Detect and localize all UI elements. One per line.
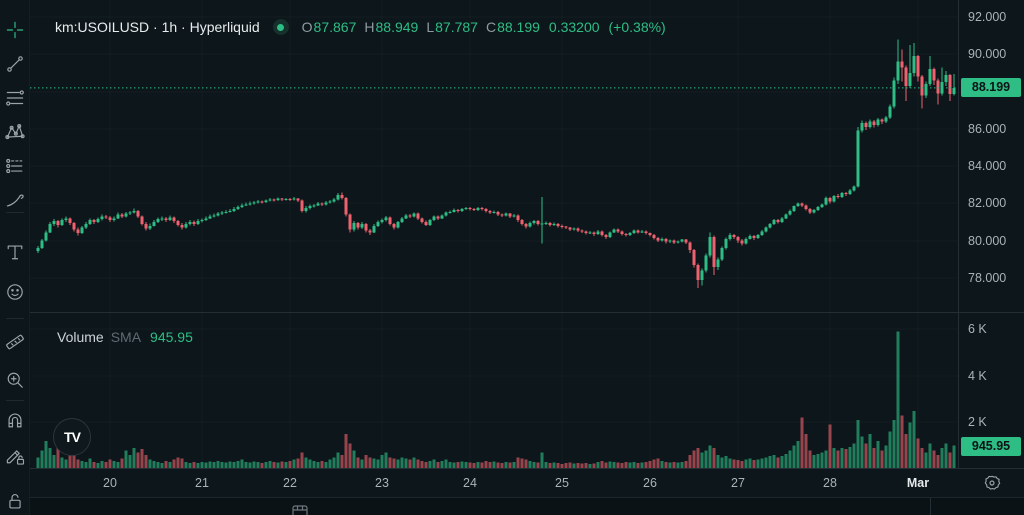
- change-value: 0.33200: [548, 19, 600, 35]
- ruler-tool-button[interactable]: [3, 330, 27, 354]
- symbol-title[interactable]: km:USOILUSD · 1h · Hyperliquid: [55, 19, 260, 35]
- ohlc-values: O87.867 H88.949 L87.787 C88.199 0.33200 …: [301, 19, 666, 35]
- lock-icon: [9, 494, 21, 509]
- time-tick-label: 26: [643, 476, 657, 490]
- text-icon: [7, 245, 23, 260]
- zoom-in-icon: [7, 372, 23, 388]
- price-tick-label: 84.000: [968, 159, 1007, 174]
- xabcd-pattern-icon: [5, 124, 25, 140]
- axis-settings-button[interactable]: [983, 474, 1001, 492]
- magnet-icon: [8, 413, 22, 428]
- volume-tick-label: 4 K: [968, 368, 987, 383]
- drawing-lock-tool-button[interactable]: [3, 444, 27, 468]
- crosshair-icon: [6, 21, 24, 39]
- emoji-tool-button[interactable]: [3, 280, 27, 304]
- price-tick-label: 90.000: [968, 47, 1007, 62]
- brush-tool-button[interactable]: [3, 188, 27, 212]
- toolbar-divider: [6, 318, 24, 319]
- chart-legend: km:USOILUSD · 1h · Hyperliquid O87.867 H…: [55, 19, 666, 35]
- lock-all-tool-button[interactable]: [3, 490, 27, 514]
- change-percent: (+0.38%): [608, 19, 666, 35]
- price-tick-label: 80.000: [968, 233, 1007, 248]
- time-tick-label: 23: [375, 476, 389, 490]
- last-volume-badge: 945.95: [961, 436, 1021, 456]
- volume-tick-label: 6 K: [968, 322, 987, 337]
- crosshair-tool-button[interactable]: [3, 18, 27, 42]
- candlestick-chart[interactable]: [30, 0, 958, 496]
- volume-tick-label: 2 K: [968, 415, 987, 430]
- last-price-badge: 88.199: [961, 77, 1021, 97]
- time-tick-label: 20: [103, 476, 117, 490]
- volume-legend: Volume SMA 945.95: [57, 329, 193, 345]
- price-tick-label: 78.000: [968, 270, 1007, 285]
- trend-line-icon: [7, 56, 23, 72]
- fib-retracement-icon: [6, 90, 24, 106]
- chart-plot-area[interactable]: km:USOILUSD · 1h · Hyperliquid O87.867 H…: [30, 0, 958, 496]
- status-dot-icon: [277, 23, 285, 31]
- magnet-tool-button[interactable]: [3, 408, 27, 432]
- time-tick-label: 27: [731, 476, 745, 490]
- pencil-lock-icon: [6, 450, 25, 465]
- drawing-toolbar: [0, 0, 30, 515]
- pane-separator[interactable]: [30, 312, 1024, 313]
- toolbar-divider: [6, 212, 24, 213]
- time-tick-label: Mar: [906, 476, 930, 490]
- ruler-icon: [6, 334, 24, 350]
- price-axis[interactable]: 92.00090.00088.00086.00084.00082.00080.0…: [958, 0, 1024, 496]
- gear-icon: [984, 475, 1001, 490]
- time-tick-label: 22: [283, 476, 297, 490]
- time-tick-label: 25: [555, 476, 569, 490]
- date-range-icon[interactable]: [292, 505, 308, 515]
- tradingview-logo[interactable]: TV: [53, 418, 91, 456]
- text-tool-button[interactable]: [3, 240, 27, 264]
- xabcd-pattern-tool-button[interactable]: [3, 120, 27, 144]
- forecast-icon: [6, 158, 23, 174]
- time-tick-label: 28: [823, 476, 837, 490]
- price-tick-label: 86.000: [968, 121, 1007, 136]
- time-tick-label: 21: [195, 476, 209, 490]
- tradingview-logo-text: TV: [64, 429, 81, 445]
- price-tick-label: 82.000: [968, 196, 1007, 211]
- fib-retracement-tool-button[interactable]: [3, 86, 27, 110]
- time-axis[interactable]: 20 21 22 23 24 25 26 27 28 Mar: [30, 468, 1024, 497]
- emoji-icon: [7, 284, 23, 300]
- time-tick-label: 24: [463, 476, 477, 490]
- forecast-tool-button[interactable]: [3, 154, 27, 178]
- brush-icon: [6, 194, 24, 207]
- market-status-dot[interactable]: [272, 19, 289, 35]
- bottom-bar: [30, 497, 1024, 515]
- zoom-in-tool-button[interactable]: [3, 368, 27, 392]
- bottom-bar-divider: [930, 498, 931, 515]
- toolbar-divider: [6, 400, 24, 401]
- price-tick-label: 92.000: [968, 10, 1007, 24]
- trend-line-tool-button[interactable]: [3, 52, 27, 76]
